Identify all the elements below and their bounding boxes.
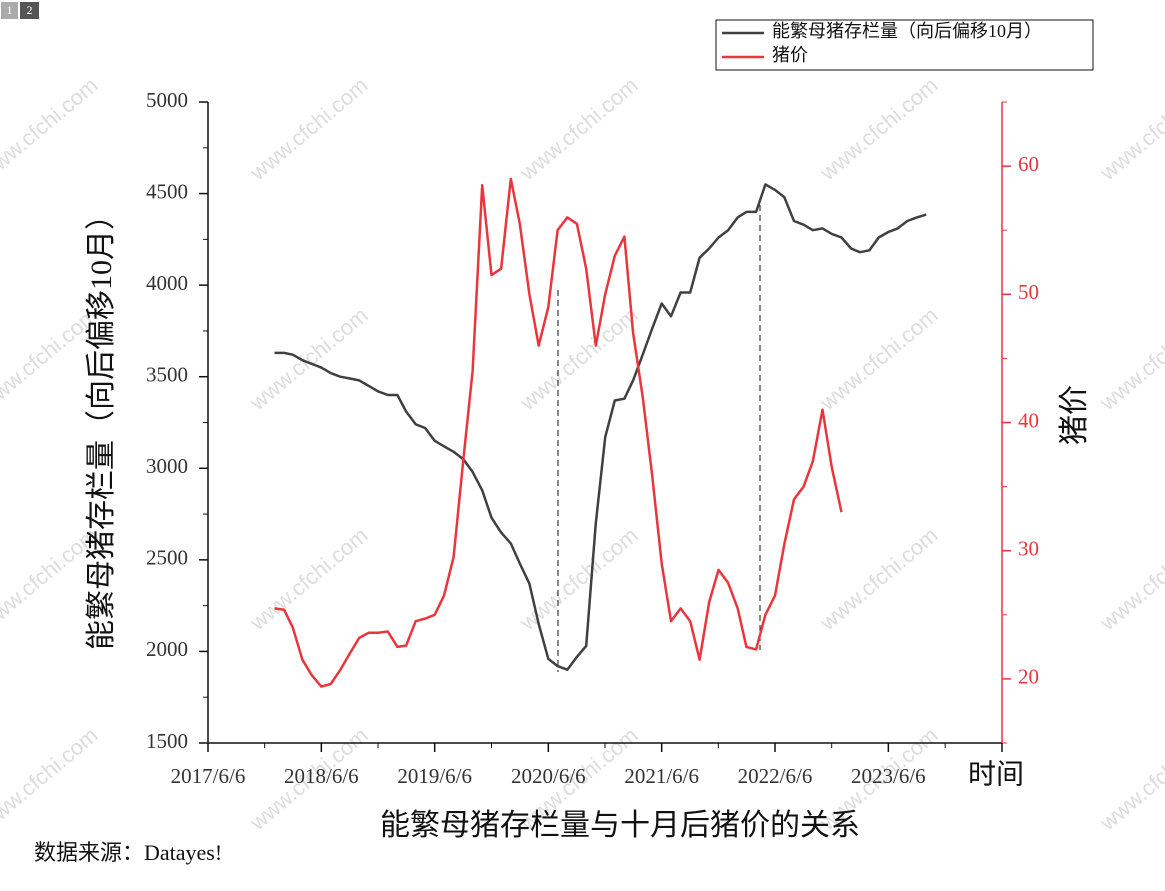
watermark: www.cfchi.com [814, 302, 942, 415]
x-tick-label: 2018/6/6 [284, 764, 359, 788]
y-tick-label: 5000 [146, 88, 188, 112]
y2-tick-label: 40 [1018, 408, 1039, 432]
watermark: www.cfchi.com [1094, 72, 1165, 185]
y-tick-label: 4500 [146, 179, 188, 203]
watermark: www.cfchi.com [514, 522, 642, 635]
y-tick-label: 3000 [146, 454, 188, 478]
tab-label[interactable]: 1 [7, 3, 13, 17]
tabs: 1 2 [1, 2, 39, 19]
legend [715, 19, 1094, 71]
series-line [274, 183, 927, 671]
tab-label[interactable]: 2 [27, 3, 33, 17]
watermark: www.cfchi.com [514, 72, 642, 185]
y2-tick-label: 50 [1018, 280, 1039, 304]
watermark: www.cfchi.com [0, 72, 103, 185]
x-axis-label: 时间 [968, 758, 1024, 790]
source-note: 数据来源：Datayes! [34, 840, 222, 865]
x-tick-label: 2020/6/6 [511, 764, 586, 788]
watermark: www.cfchi.com [244, 302, 372, 415]
x-tick-label: 2019/6/6 [397, 764, 472, 788]
y2-axis-label: 猪价 [1058, 385, 1091, 445]
y-tick-label: 1500 [146, 729, 188, 753]
watermark: www.cfchi.com [1094, 522, 1165, 635]
y2-tick-label: 20 [1018, 665, 1039, 689]
y-tick-label: 2500 [146, 546, 188, 570]
legend-label: 能繁母猪存栏量（向后偏移10月） [772, 21, 1042, 41]
y-tick-label: 2000 [146, 637, 188, 661]
watermark: www.cfchi.com [244, 72, 372, 185]
y-axis-label: 能繁母猪存栏量（向后偏移10月） [85, 200, 118, 650]
x-tick-label: 2022/6/6 [738, 764, 813, 788]
y2-tick-label: 60 [1018, 152, 1039, 176]
chart-title: 能繁母猪存栏量与十月后猪价的关系 [380, 809, 860, 842]
x-tick-label: 2021/6/6 [624, 764, 699, 788]
y-tick-label: 3500 [146, 363, 188, 387]
tab[interactable] [1, 2, 18, 19]
watermark: www.cfchi.com [814, 72, 942, 185]
y2-tick-label: 30 [1018, 537, 1039, 561]
watermark: www.cfchi.com [814, 522, 942, 635]
y-tick-label: 4000 [146, 271, 188, 295]
tab[interactable] [20, 2, 39, 19]
series-line [274, 177, 843, 688]
watermark: www.cfchi.com [0, 722, 103, 835]
x-tick-label: 2017/6/6 [171, 764, 246, 788]
x-tick-label: 2023/6/6 [851, 764, 926, 788]
watermark: www.cfchi.com [244, 522, 372, 635]
legend-label: 猪价 [772, 45, 808, 65]
watermark: www.cfchi.com [1094, 722, 1165, 835]
watermark: www.cfchi.com [1094, 302, 1165, 415]
